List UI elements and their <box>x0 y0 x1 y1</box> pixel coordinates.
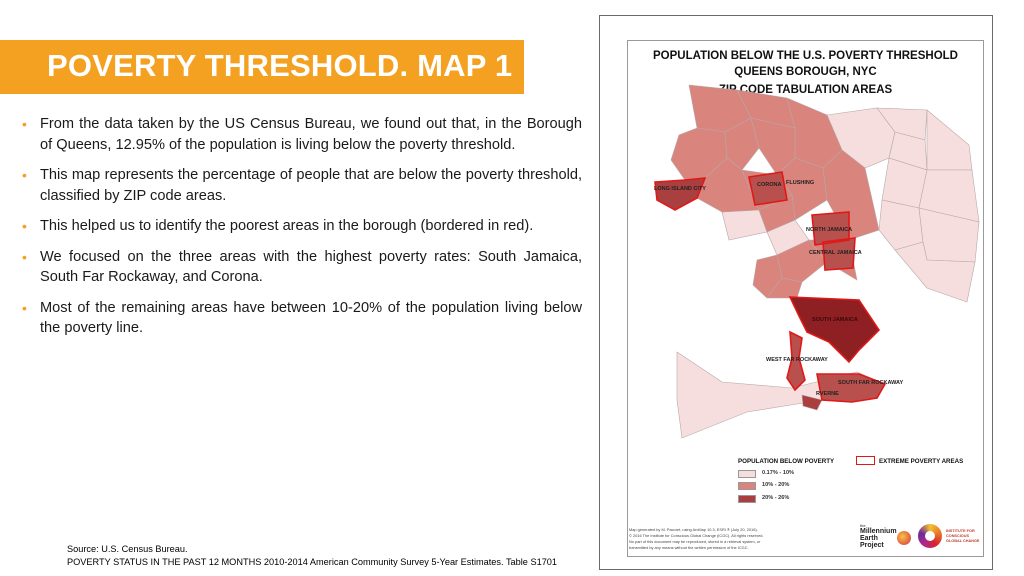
mep-line: Earth <box>860 535 878 542</box>
mep-globe-icon <box>897 531 911 545</box>
extreme-border-west-far-rockaway <box>786 330 806 392</box>
bullet-item: • Most of the remaining areas have betwee… <box>22 298 582 339</box>
zip-area-dark <box>801 394 823 411</box>
extreme-border-north-jamaica <box>811 211 850 246</box>
area-label-west-far-rockaway: WEST FAR ROCKAWAY <box>766 357 828 363</box>
zip-area-light <box>721 209 768 241</box>
bullet-text: From the data taken by the US Census Bur… <box>40 116 582 153</box>
legend-label-low: 0.17% - 10% <box>762 470 795 476</box>
mep-line: Millennium <box>860 528 897 535</box>
zip-area-light <box>878 199 924 251</box>
map-title-line: ZIP CODE TABULATION AREAS <box>718 84 893 96</box>
bullet-text: We focused on the three areas with the h… <box>40 248 582 286</box>
bullet-icon: • <box>22 248 27 265</box>
legend-swatch-low <box>738 470 756 478</box>
zip-area-light <box>926 109 973 171</box>
extreme-border-south-jamaica <box>788 296 881 364</box>
title-bar <box>0 40 524 94</box>
credit-line: Map generated by M. Pacoret, using ArcMa… <box>629 527 758 532</box>
legend-swatch-high <box>738 495 756 503</box>
icgc-logo-text: INSTITUTE FOR CONSCIOUS GLOBAL CHANGE <box>946 529 982 544</box>
credit-line: No part of this document may be reproduc… <box>629 539 761 544</box>
icgc-line: INSTITUTE FOR <box>946 529 975 533</box>
area-label-south-far-rockaway: SOUTH FAR ROCKAWAY <box>838 380 904 386</box>
icgc-logo-icon <box>918 524 942 548</box>
bullet-item: • From the data taken by the US Census Bu… <box>22 114 582 155</box>
credit-line: transmitted by any means without the wri… <box>629 545 749 550</box>
extreme-border-central-jamaica <box>822 237 856 271</box>
zip-area-dark <box>654 177 706 211</box>
area-label-corona: CORONA <box>757 182 782 188</box>
bullet-text: This helped us to identify the poorest a… <box>40 218 534 234</box>
zip-area-dark <box>789 296 880 363</box>
icgc-line: CONSCIOUS <box>946 534 969 538</box>
bullet-item: • This map represents the percentage of p… <box>22 165 582 206</box>
mep-prefix: the <box>860 523 866 528</box>
queens-map <box>654 84 980 439</box>
area-label-long-island-city: LONG ISLAND CITY <box>654 186 706 192</box>
bullet-text: This map represents the percentage of pe… <box>40 167 582 204</box>
legend-label-medium: 10% - 20% <box>762 482 790 488</box>
legend-label-high: 20% - 26% <box>762 495 790 501</box>
credit-line: © 2016 The Institute for Conscious Globa… <box>629 533 764 538</box>
bullet-text: Most of the remaining areas have between… <box>40 299 582 337</box>
area-label-south-jamaica: SOUTH JAMAICA <box>812 317 858 323</box>
area-label-arverne: RVERNE <box>816 391 839 397</box>
slide-title: POVERTY THRESHOLD. MAP 1 <box>47 48 513 83</box>
extreme-border-south-far-rockaway <box>816 373 887 403</box>
area-label-north-jamaica: NORTH JAMAICA <box>806 227 853 233</box>
extreme-border-corona <box>748 171 788 206</box>
extreme-border-long-island-city <box>654 177 707 211</box>
legend-extreme-label: EXTREME POVERTY AREAS <box>879 458 964 465</box>
source-line: Source: U.S. Census Bureau. <box>67 544 188 554</box>
bullet-icon: • <box>22 167 27 183</box>
source-note: Source: U.S. Census Bureau. POVERTY STAT… <box>67 543 557 569</box>
area-label-central-jamaica: CENTRAL JAMAICA <box>809 250 862 256</box>
mep-line: Project <box>860 542 884 549</box>
bullet-icon: • <box>22 218 27 234</box>
source-line: POVERTY STATUS IN THE PAST 12 MONTHS 201… <box>67 557 558 567</box>
millennium-earth-project-logo: the Millennium Earth Project <box>860 523 904 549</box>
map-title-line: QUEENS BOROUGH, NYC <box>734 66 877 78</box>
legend-swatch-extreme <box>856 456 875 465</box>
map-title-line: POPULATION BELOW THE U.S. POVERTY THRESH… <box>653 50 958 62</box>
icgc-line: GLOBAL CHANGE <box>946 539 980 543</box>
zip-area-medium <box>724 117 760 171</box>
bullet-item: • We focused on the three areas with the … <box>22 247 582 288</box>
legend-swatch-medium <box>738 482 756 490</box>
bullet-item: • This helped us to identify the poorest … <box>22 216 582 237</box>
bullet-icon: • <box>22 299 27 316</box>
bullet-icon: • <box>22 116 27 132</box>
zip-area-light <box>894 241 976 303</box>
map-credits: Map generated by M. Pacoret, using ArcMa… <box>629 527 829 551</box>
area-label-flushing: FLUSHING <box>786 180 815 186</box>
legend-title: POPULATION BELOW POVERTY <box>738 458 835 465</box>
bullet-list: • From the data taken by the US Census Bu… <box>22 114 582 349</box>
